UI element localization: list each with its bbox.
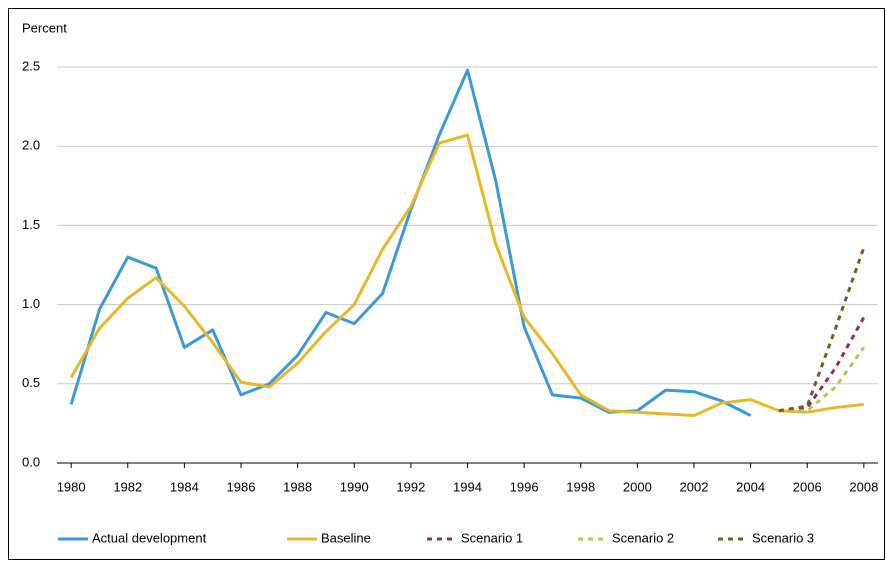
series-line [69, 133, 865, 417]
x-tick-label: 1982 [113, 479, 142, 494]
series-line [69, 68, 752, 417]
y-tick-label: 2.0 [22, 138, 40, 153]
x-tick-label: 1992 [396, 479, 425, 494]
x-tick-label: 1998 [566, 479, 595, 494]
x-tick-label: 1990 [340, 479, 369, 494]
y-tick-label: 1.5 [22, 217, 40, 232]
series-line [778, 346, 866, 413]
y-axis-label: Percent [22, 20, 67, 35]
x-tick-label: 1986 [227, 479, 256, 494]
x-tick-label: 2002 [680, 479, 709, 494]
legend-label: Scenario 1 [461, 530, 523, 545]
legend-label: Actual development [92, 530, 207, 545]
frame [8, 8, 885, 560]
y-tick-label: 0.5 [22, 375, 40, 390]
x-tick-label: 1980 [57, 479, 86, 494]
y-tick-label: 1.0 [22, 296, 40, 311]
x-tick-label: 2004 [736, 479, 765, 494]
y-tick-label: 2.5 [22, 58, 40, 73]
x-tick-label: 1994 [453, 479, 482, 494]
x-tick-label: 2008 [849, 479, 878, 494]
legend-label: Scenario 2 [612, 530, 674, 545]
x-tick-label: 2000 [623, 479, 652, 494]
series-line [778, 247, 866, 413]
x-tick-label: 2006 [793, 479, 822, 494]
legend-label: Scenario 3 [752, 530, 814, 545]
legend-label: Baseline [321, 530, 371, 545]
y-tick-label: 0.0 [22, 454, 40, 469]
x-tick-label: 1988 [283, 479, 312, 494]
x-tick-label: 1996 [510, 479, 539, 494]
x-tick-label: 1984 [170, 479, 199, 494]
